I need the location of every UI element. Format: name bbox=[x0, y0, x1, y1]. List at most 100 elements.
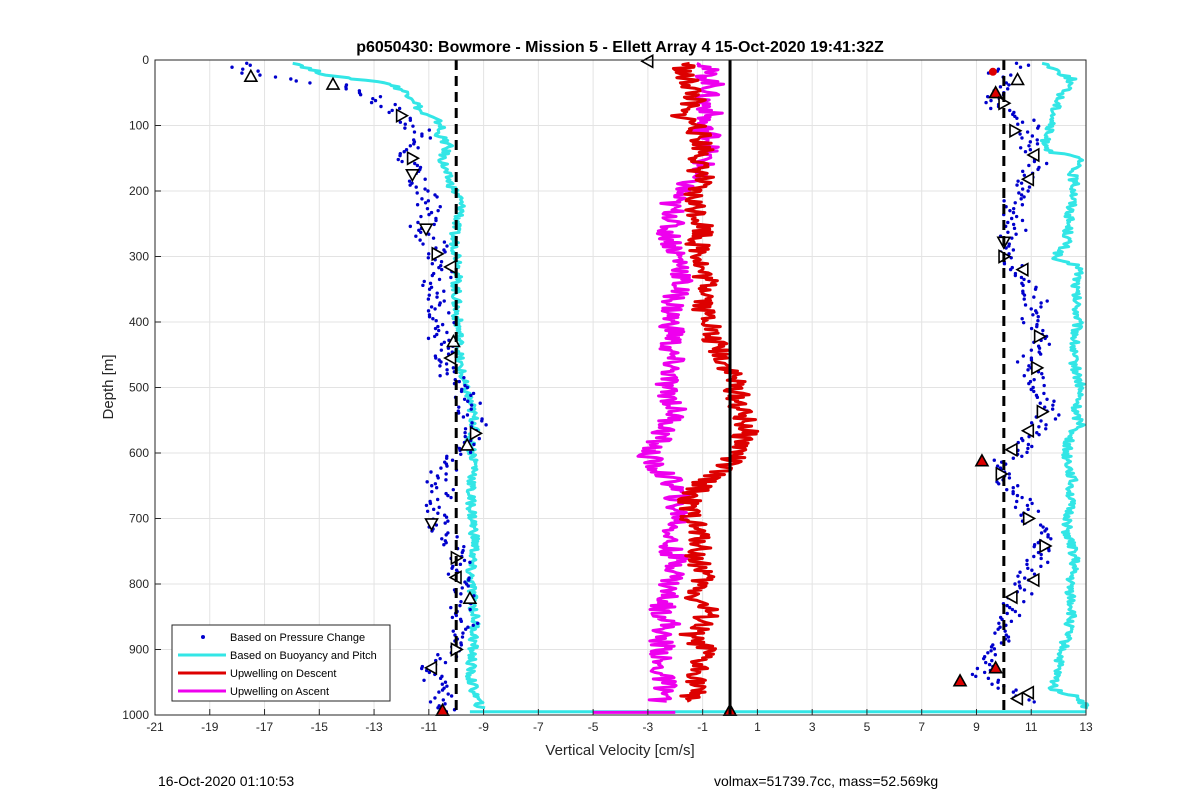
pressure-change-point bbox=[1010, 607, 1015, 612]
x-tick-label: 3 bbox=[809, 720, 816, 734]
pressure-change-point bbox=[1039, 305, 1043, 309]
reference-lines bbox=[454, 60, 1006, 715]
pressure-change-point bbox=[1015, 499, 1019, 504]
pressure-change-point bbox=[1046, 560, 1050, 565]
footer-timestamp: 16-Oct-2020 01:10:53 bbox=[158, 773, 295, 789]
pressure-change-point bbox=[403, 122, 407, 126]
pressure-change-point bbox=[442, 340, 447, 345]
pressure-change-point bbox=[1049, 537, 1053, 541]
pressure-change-point bbox=[1020, 454, 1024, 458]
pressure-change-point bbox=[440, 688, 445, 692]
pressure-change-point bbox=[1026, 368, 1030, 372]
pressure-change-point bbox=[433, 307, 437, 311]
event-marker bbox=[988, 660, 1003, 674]
pressure-change-point bbox=[439, 260, 444, 264]
y-tick-label: 200 bbox=[129, 184, 149, 198]
pressure-change-point bbox=[414, 234, 418, 238]
pressure-change-point bbox=[986, 651, 990, 655]
event-marker bbox=[462, 590, 478, 605]
pressure-change-point bbox=[1018, 146, 1023, 150]
pressure-change-point bbox=[379, 104, 383, 109]
pressure-change-point bbox=[449, 694, 454, 698]
pressure-change-point bbox=[396, 157, 400, 162]
pressure-change-point bbox=[390, 108, 394, 113]
event-marker bbox=[423, 660, 438, 676]
event-marker bbox=[443, 259, 457, 275]
pressure-change-point bbox=[1013, 273, 1018, 278]
y-axis-title: Depth [m] bbox=[100, 354, 117, 419]
pressure-change-point bbox=[415, 203, 420, 207]
upwelling-descent-line bbox=[670, 61, 760, 703]
y-tick-label: 800 bbox=[129, 577, 149, 591]
x-tick-label: -3 bbox=[643, 720, 654, 734]
pressure-change-point bbox=[408, 118, 413, 122]
x-tick-label: 5 bbox=[864, 720, 871, 734]
pressure-change-point bbox=[443, 680, 448, 684]
pressure-change-point bbox=[1019, 197, 1023, 201]
pressure-change-point bbox=[1028, 148, 1033, 152]
pressure-change-point bbox=[426, 199, 431, 203]
pressure-change-point bbox=[426, 256, 431, 260]
pressure-change-point bbox=[466, 399, 470, 403]
event-marker bbox=[1036, 404, 1050, 420]
pressure-change-point bbox=[1025, 450, 1029, 455]
pressure-change-point bbox=[1006, 635, 1011, 639]
pressure-change-point bbox=[469, 403, 474, 407]
pressure-change-point bbox=[445, 372, 449, 376]
pressure-change-point bbox=[427, 212, 431, 217]
pressure-change-point bbox=[1035, 430, 1039, 435]
event-marker bbox=[1022, 511, 1037, 526]
event-marker bbox=[1033, 329, 1048, 344]
pressure-change-point bbox=[1032, 554, 1036, 559]
pressure-change-point bbox=[412, 130, 417, 134]
pressure-change-point bbox=[445, 684, 449, 688]
pressure-change-point bbox=[378, 94, 383, 99]
pressure-change-point bbox=[1021, 320, 1026, 325]
pressure-change-point bbox=[415, 191, 419, 195]
pressure-change-point bbox=[422, 678, 426, 682]
pressure-change-point bbox=[1044, 161, 1049, 166]
footer-summary: volmax=51739.7cc, mass=52.569kg bbox=[714, 773, 939, 789]
y-tick-label: 400 bbox=[129, 315, 149, 329]
pressure-change-point bbox=[440, 537, 444, 541]
event-marker bbox=[443, 350, 457, 366]
pressure-change-point bbox=[1019, 181, 1024, 185]
pressure-change-point bbox=[1009, 73, 1013, 77]
pressure-change-point bbox=[450, 615, 455, 620]
pressure-change-point bbox=[421, 283, 425, 288]
pressure-change-point bbox=[430, 273, 435, 278]
pressure-change-point bbox=[1011, 486, 1015, 490]
pressure-change-point bbox=[431, 236, 436, 240]
pressure-change-point bbox=[1018, 586, 1022, 590]
event-marker bbox=[1010, 72, 1025, 86]
event-marker bbox=[1026, 572, 1040, 588]
pressure-change-point bbox=[444, 478, 448, 482]
pressure-change-point bbox=[1047, 548, 1051, 553]
pressure-change-point bbox=[1011, 210, 1016, 215]
x-axis-title: Vertical Velocity [cm/s] bbox=[545, 742, 694, 759]
pressure-change-point bbox=[245, 61, 249, 65]
pressure-change-point bbox=[428, 281, 433, 286]
pressure-change-point bbox=[993, 631, 997, 635]
pressure-change-point bbox=[1027, 698, 1031, 702]
pressure-change-point bbox=[1004, 81, 1009, 85]
x-tick-label: 11 bbox=[1025, 720, 1038, 734]
pressure-change-point bbox=[996, 686, 1000, 690]
pressure-change-point bbox=[434, 318, 438, 323]
pressure-change-point bbox=[1019, 193, 1024, 197]
pressure-change-point bbox=[443, 250, 447, 254]
pressure-change-point bbox=[1011, 248, 1016, 252]
pressure-change-point bbox=[1022, 173, 1027, 177]
pressure-change-point bbox=[1008, 208, 1012, 213]
x-tick-label: -1 bbox=[697, 720, 708, 734]
pressure-change-point bbox=[241, 67, 245, 71]
pressure-change-point bbox=[439, 360, 443, 364]
pressure-change-point bbox=[1032, 295, 1036, 299]
pressure-change-point bbox=[1025, 558, 1029, 563]
x-tick-label: -17 bbox=[256, 720, 274, 734]
pressure-change-point bbox=[1022, 297, 1026, 301]
pressure-change-point bbox=[984, 660, 988, 665]
pressure-change-point bbox=[1039, 564, 1043, 569]
pressure-change-point bbox=[436, 706, 440, 710]
